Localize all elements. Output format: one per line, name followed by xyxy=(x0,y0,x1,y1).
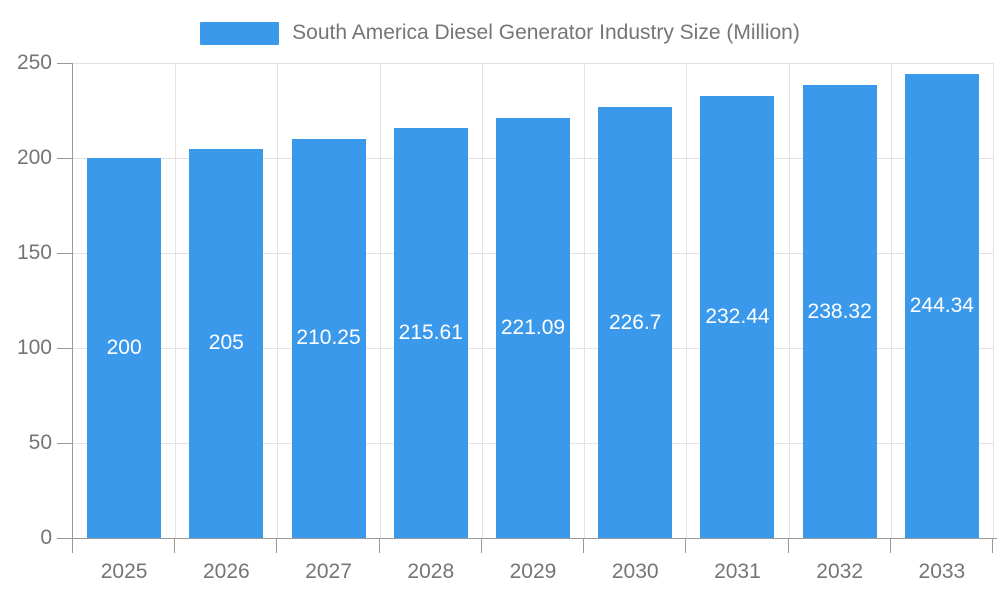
x-axis-label: 2027 xyxy=(305,560,352,583)
y-axis-label: 0 xyxy=(40,526,52,549)
bar-value-label: 200 xyxy=(106,336,142,359)
bar-value-label: 238.32 xyxy=(807,299,872,323)
legend: South America Diesel Generator Industry … xyxy=(0,21,1000,45)
bar-value-label: 221.09 xyxy=(500,315,566,339)
gridline-vertical xyxy=(686,63,688,538)
x-axis-tick xyxy=(174,538,176,553)
x-axis-label: 2028 xyxy=(407,560,455,583)
bar-2029[interactable] xyxy=(496,117,570,538)
y-axis-tick xyxy=(57,538,72,539)
bar-value-label: 226.7 xyxy=(608,310,662,334)
bar-2032[interactable] xyxy=(802,85,877,538)
x-axis-label: 2026 xyxy=(202,560,250,583)
gridline-vertical xyxy=(277,63,279,538)
gridline-vertical xyxy=(993,63,994,538)
legend-swatch[interactable] xyxy=(200,21,280,45)
x-axis-tick xyxy=(787,538,789,553)
bar-2033[interactable] xyxy=(904,73,979,538)
x-axis-label: 2030 xyxy=(611,560,659,583)
bar-2026[interactable] xyxy=(189,148,264,538)
x-axis-tick xyxy=(72,538,73,553)
x-axis-label: 2029 xyxy=(509,560,557,583)
x-axis-tick xyxy=(992,538,993,553)
y-axis-tick xyxy=(57,443,72,444)
y-axis-label: 100 xyxy=(16,336,52,359)
bar-value-label: 215.61 xyxy=(398,321,463,345)
x-axis-tick xyxy=(685,538,687,553)
bar-2031[interactable] xyxy=(700,96,775,538)
x-axis-tick xyxy=(378,538,380,553)
y-axis-line xyxy=(72,63,73,538)
gridline-vertical xyxy=(788,63,790,538)
y-axis-tick xyxy=(57,158,72,159)
gridline-vertical xyxy=(175,63,177,538)
x-axis-label: 2031 xyxy=(714,560,761,583)
x-axis-line xyxy=(73,538,997,539)
y-axis-tick xyxy=(57,63,72,64)
bar-2030[interactable] xyxy=(598,107,673,538)
gridline-vertical xyxy=(379,63,381,538)
bar-2025[interactable] xyxy=(87,158,162,538)
bar-value-label: 244.34 xyxy=(909,293,974,317)
bar-value-label: 205 xyxy=(208,331,244,355)
x-axis-tick xyxy=(583,538,585,553)
y-axis-label: 200 xyxy=(16,146,52,169)
gridline-vertical xyxy=(890,63,892,538)
gridline-horizontal xyxy=(73,63,993,64)
gridline-vertical xyxy=(584,63,586,538)
bar-2027[interactable] xyxy=(291,138,366,538)
gridline-vertical xyxy=(481,63,483,538)
x-axis-tick xyxy=(276,538,278,553)
x-axis-tick xyxy=(889,538,891,553)
x-axis-tick xyxy=(480,538,482,553)
y-axis-tick xyxy=(57,253,72,254)
bar-value-label: 232.44 xyxy=(705,305,770,329)
y-axis-label: 250 xyxy=(16,51,52,74)
legend-label[interactable]: South America Diesel Generator Industry … xyxy=(292,21,800,44)
x-axis-label: 2025 xyxy=(100,560,148,583)
x-axis-label: 2032 xyxy=(816,560,864,583)
bar-2028[interactable] xyxy=(393,128,468,538)
bar-value-label: 210.25 xyxy=(296,326,361,350)
y-axis-label: 150 xyxy=(16,241,52,264)
y-axis-label: 50 xyxy=(28,431,52,454)
y-axis-tick xyxy=(57,348,72,349)
x-axis-label: 2033 xyxy=(918,560,966,583)
